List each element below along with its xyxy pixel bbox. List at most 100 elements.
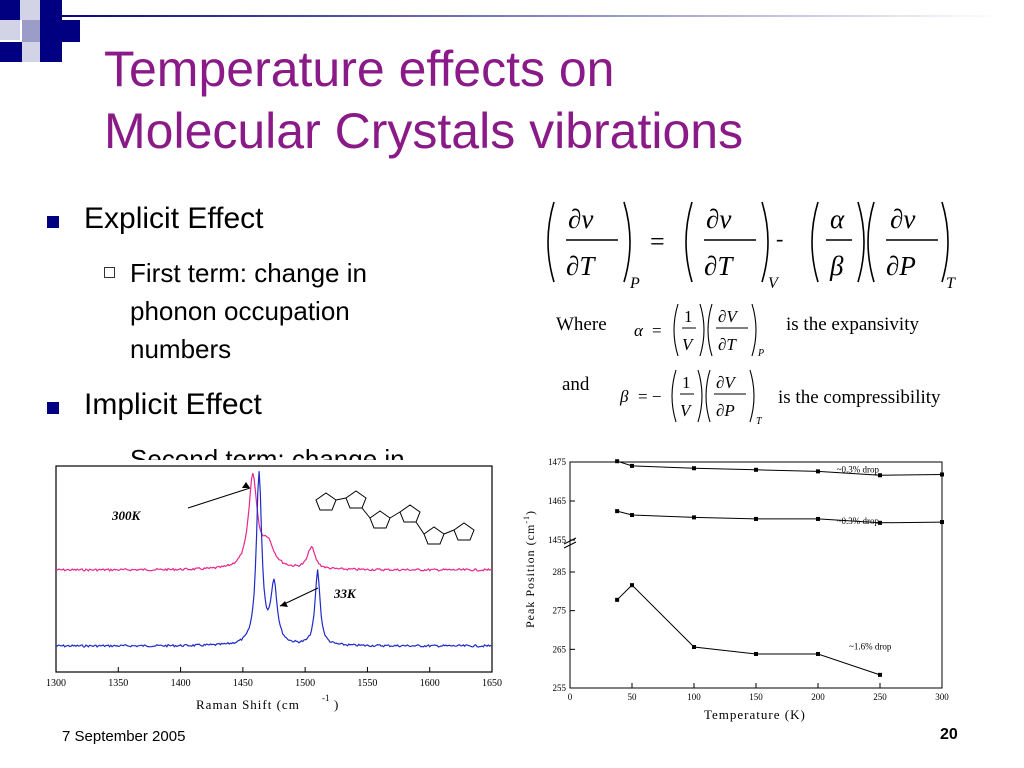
svg-text:T: T (756, 416, 763, 427)
peak-data-point (692, 515, 696, 520)
peak-x-tick-label: 100 (687, 692, 701, 702)
svg-text:∂T: ∂T (704, 251, 734, 281)
peak-data-point (940, 520, 944, 525)
peak-annotation: ~0.3% drop (837, 465, 880, 475)
svg-text:V: V (680, 401, 693, 420)
svg-text:β: β (829, 251, 844, 281)
peak-data-point (816, 516, 820, 521)
peak-x-tick-label: 200 (811, 692, 825, 702)
peak-data-point (615, 597, 620, 602)
svg-text:∂T: ∂T (718, 335, 737, 354)
peak-x-tick-label: 250 (873, 692, 887, 702)
peak-y-tick-label: 275 (553, 606, 567, 616)
svg-text:∂V: ∂V (718, 307, 739, 326)
svg-text:=: = (650, 227, 665, 256)
peak-data-point (754, 467, 758, 472)
raman-xlabel-close: ) (334, 697, 338, 712)
svg-text:∂P: ∂P (716, 401, 735, 420)
trace-300k (55, 473, 493, 572)
sub-bullet-implicit: Second term: change in (130, 440, 405, 462)
raman-spectrum-plot: 300K 33K 1300 1350 1400 1450 1500 1550 1600 165… (36, 460, 506, 720)
peak-data-point (630, 513, 634, 518)
raman-x-tick-label: 1400 (171, 678, 191, 689)
raman-plot-frame (55, 465, 493, 673)
slide-title: Temperature effects on Molecular Crystal… (104, 38, 1004, 162)
peak-data-point (630, 463, 634, 468)
peak-data-point (940, 472, 944, 477)
peak-data-point (878, 672, 882, 677)
bullet-square-icon (47, 402, 59, 414)
raman-x-tick-label: 1350 (108, 678, 128, 689)
peak-series-line (616, 510, 943, 524)
peak-annotation: ~0.3% drop (837, 516, 880, 526)
svg-text:α: α (634, 321, 644, 340)
title-gradient-bar (40, 15, 1000, 17)
svg-text:∂ν: ∂ν (706, 204, 731, 234)
svg-text:∂ν: ∂ν (568, 204, 593, 234)
expansivity-text: is the expansivity (786, 314, 919, 335)
raman-x-ticks: 1300 1350 1400 1450 1500 1550 1600 1650 (46, 667, 502, 689)
bullet-implicit: Implicit Effect (47, 388, 262, 422)
peak-data-point (816, 651, 820, 656)
arrow-300k (187, 487, 251, 509)
arrow-head-icon (242, 482, 250, 488)
title-line-2: Molecular Crystals vibrations (104, 103, 744, 159)
svg-text:1: 1 (684, 307, 693, 326)
svg-text:V: V (768, 275, 780, 292)
footer-date: 7 September 2005 (62, 728, 186, 745)
peak-y-tick-label: 1475 (548, 457, 567, 467)
raman-x-tick-label: 1500 (295, 678, 315, 689)
svg-text:∂T: ∂T (566, 251, 596, 281)
peak-x-tick-label: 300 (935, 692, 949, 702)
svg-text:1: 1 (682, 373, 691, 392)
hollow-square-icon (104, 267, 115, 278)
peak-xlabel: Temperature (K) (704, 707, 806, 722)
peak-series-line (616, 584, 881, 676)
peak-position-chart: 0 50 100 150 200 250 300 1475 1465 1455 285 275 265 2… (522, 457, 949, 722)
sub-bullet-explicit: First term: change in phonon occupation … (104, 254, 367, 368)
peak-annotation: ~1.6% drop (849, 641, 892, 651)
peak-y-tick-label: 285 (553, 567, 567, 577)
peak-x-tick-label: 0 (568, 692, 573, 702)
raman-x-tick-label: 1600 (420, 678, 440, 689)
svg-text:∂P: ∂P (886, 251, 916, 281)
bullet-square-icon (47, 216, 59, 228)
peak-chart-series (615, 459, 944, 677)
arrow-head-icon (280, 601, 288, 607)
svg-text:α: α (830, 204, 845, 234)
main-equation: ∂ν ∂T P = ∂ν ∂T V - α β ∂ν ∂P T (547, 201, 956, 292)
raman-xlabel: Raman Shift (cm (196, 697, 300, 712)
compressibility-equation: β = − 1 V ∂V ∂P T (619, 369, 763, 427)
raman-x-tick-label: 1300 (46, 678, 66, 689)
compressibility-text: is the compressibility (778, 387, 941, 408)
peak-data-point (692, 466, 696, 471)
svg-text:=: = (652, 321, 662, 340)
label-300k: 300K (111, 508, 142, 523)
molecule-structure-icon (315, 490, 475, 545)
peak-data-point (615, 509, 620, 514)
peak-data-point (754, 516, 758, 521)
svg-text:P: P (757, 348, 764, 359)
svg-text:β: β (619, 387, 629, 406)
svg-text:= −: = − (638, 387, 661, 406)
svg-text:V: V (682, 335, 695, 354)
peak-y-tick-label: 265 (553, 644, 567, 654)
svg-text:∂V: ∂V (716, 373, 737, 392)
peak-chart-ticks: 0 50 100 150 200 250 300 1475 1465 1455 285 275 265 2… (548, 457, 949, 702)
raman-x-tick-label: 1650 (482, 678, 502, 689)
label-33k: 33K (333, 586, 357, 601)
and-label: and (562, 374, 590, 395)
peak-ylabel: Peak Position (cm-1) (522, 510, 537, 628)
svg-text:-: - (776, 226, 783, 251)
peak-data-point (816, 469, 820, 474)
expansivity-equation: α = 1 V ∂V ∂T P (634, 303, 764, 359)
raman-x-tick-label: 1450 (233, 678, 253, 689)
trace-33k (55, 471, 493, 648)
raman-x-tick-label: 1550 (357, 678, 377, 689)
svg-text:∂ν: ∂ν (890, 204, 915, 234)
arrow-33k (279, 587, 319, 607)
peak-y-tick-label: 1455 (548, 535, 567, 545)
bullet-explicit: Explicit Effect (47, 202, 264, 236)
peak-data-point (615, 459, 620, 464)
peak-data-point (878, 520, 882, 525)
